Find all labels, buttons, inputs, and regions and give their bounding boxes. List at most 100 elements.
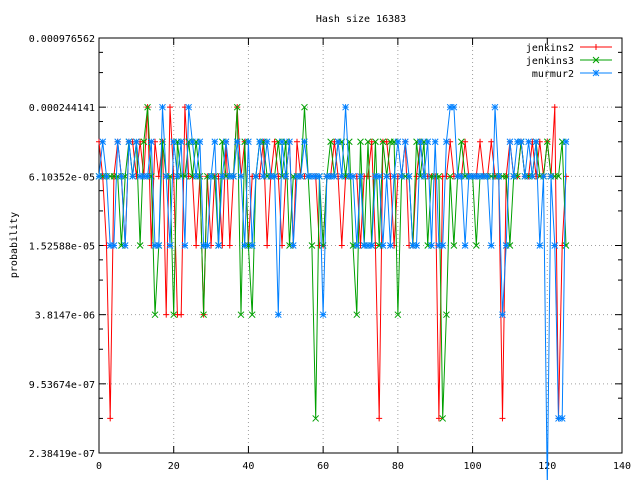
data-point [312,415,320,422]
data-point [106,242,114,249]
data-point [140,138,148,146]
data-point [301,138,308,146]
data-point [360,242,368,249]
data-point [394,138,402,146]
data-point [364,242,372,249]
data-point [133,138,140,146]
data-point [446,103,454,111]
data-point [118,172,125,180]
data-point [424,138,432,146]
data-point [372,172,379,180]
data-point [353,311,361,319]
data-point [252,172,260,180]
data-point [274,311,282,319]
data-point [218,172,226,180]
data-point [431,138,439,146]
data-point [562,242,570,249]
series-jenkins2 [96,104,569,422]
data-point [390,172,398,180]
data-point [170,138,178,146]
data-point [200,311,207,319]
data-point [443,138,450,146]
data-point [357,138,364,146]
data-point [454,172,461,180]
data-point [413,242,420,249]
data-point [319,311,327,319]
data-point [271,172,278,180]
data-point [256,138,263,146]
data-point [461,242,469,249]
data-point [558,415,566,422]
data-point [147,138,155,146]
data-point [379,242,387,249]
data-point [151,311,159,319]
data-point [289,242,297,249]
data-point [443,311,450,319]
data-point [301,103,308,111]
data-point [543,138,551,146]
data-point [282,172,290,180]
data-point [278,138,286,146]
data-point [166,104,173,111]
data-point [140,172,148,180]
data-point [181,242,189,249]
data-point [226,242,233,249]
data-point [327,172,334,180]
data-point [110,242,118,249]
data-point [480,172,488,180]
y-tick-label: 3.8147e-06 [35,311,95,322]
data-point [405,172,413,180]
data-point [547,172,555,180]
data-point [189,138,196,146]
data-point [170,311,178,319]
data-point [487,242,495,249]
data-point [476,172,484,180]
data-point [316,172,323,180]
data-point [166,242,174,249]
data-point [286,138,293,146]
data-point [233,103,241,111]
data-point [555,415,562,422]
data-point [364,173,371,180]
data-point [551,242,559,249]
axes: 0 20 40 60 80 100 120 1402.38419e-079.53674e-07… [29,34,631,472]
data-point [439,242,447,249]
data-point [304,172,312,180]
data-point [477,138,484,145]
data-point [562,138,570,146]
data-point [401,138,409,146]
data-point [237,311,245,319]
data-point [200,242,207,249]
data-point [196,138,204,146]
series-murmur2 [95,103,570,480]
data-point [144,103,151,111]
data-point [114,138,122,146]
data-point [338,172,346,180]
data-point [155,242,163,249]
data-point [383,138,390,145]
data-point [263,138,271,146]
legend-marker [593,44,599,50]
x-tick-label: 60 [317,461,329,472]
data-point [264,242,271,249]
data-point [323,172,331,180]
data-point [510,172,518,180]
data-point [99,138,107,146]
data-point [95,172,103,180]
data-point [472,242,480,249]
data-point [525,138,532,146]
data-point [163,311,170,318]
legend: jenkins2 jenkins3 murmur2 [526,43,612,80]
data-point [338,242,345,249]
data-point [372,138,379,146]
data-point [125,138,133,146]
data-point [506,138,514,146]
data-point [484,172,491,180]
data-point [245,138,252,146]
data-point [297,172,305,180]
data-point [162,172,170,180]
data-point [462,138,469,145]
legend-label: jenkins2 [526,43,574,54]
data-point [383,172,391,180]
